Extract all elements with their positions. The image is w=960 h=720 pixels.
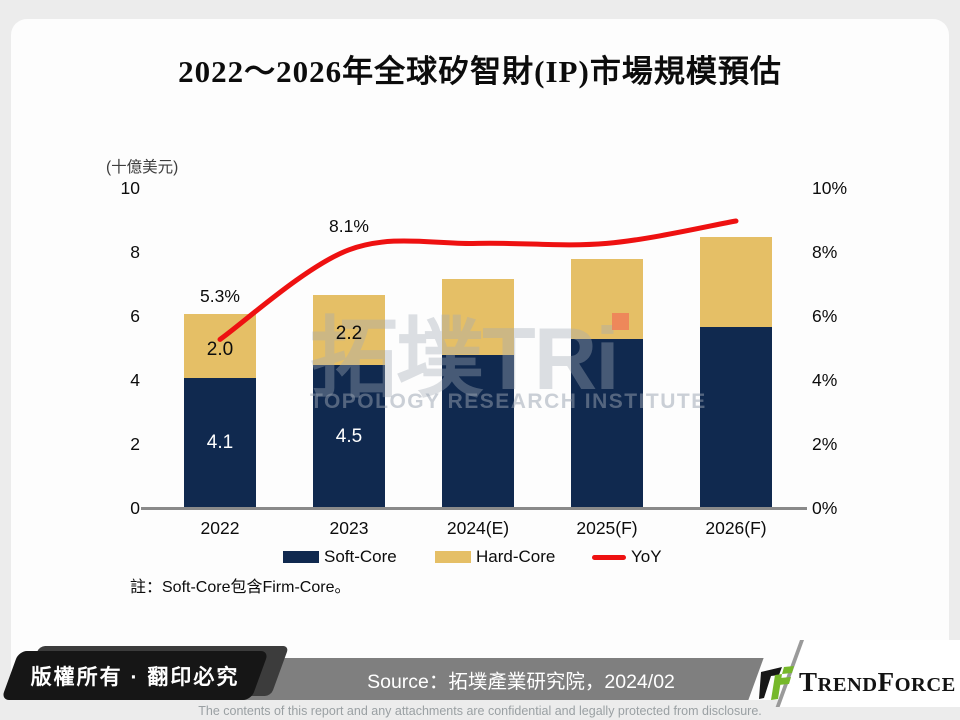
footnote: 註：Soft-Core包含Firm-Core。 [130, 579, 351, 596]
left-axis-tick-label: 6 [130, 306, 140, 326]
logo-letter: F [877, 666, 895, 697]
yoy-line-swatch [592, 554, 626, 560]
x-axis-category-label: 2024(E) [446, 518, 510, 538]
x-axis-line [141, 507, 807, 510]
left-axis-unit-label: (十億美元) [106, 159, 179, 176]
legend-item-soft-core: Soft-Core [283, 545, 397, 569]
bar-soft-core [313, 365, 385, 509]
right-axis-tick-label: 6% [812, 306, 838, 326]
x-axis-category-label: 2022 [200, 518, 240, 538]
hard-core-value-label: 2.0 [206, 338, 234, 360]
bar-soft-core [700, 326, 772, 509]
yoy-value-label: 5.3% [200, 286, 240, 307]
right-axis-tick-label: 4% [812, 370, 838, 390]
right-axis-tick-label: 10% [812, 178, 848, 198]
left-axis-tick-label: 2 [130, 434, 140, 454]
bar-soft-core [442, 355, 514, 509]
right-axis-tick-label: 0% [812, 498, 838, 518]
left-axis-tick-label: 8 [130, 242, 140, 262]
logo-letter: T [799, 666, 818, 697]
x-axis-category-label: 2026(F) [705, 518, 767, 538]
source-bar: Source：拓墣產業研究院，2024/02 [232, 658, 764, 700]
bar-soft-core [571, 339, 643, 509]
legend-label: Hard-Core [476, 547, 556, 566]
legend-item-yoy: YoY [592, 545, 662, 569]
right-axis-tick-label: 2% [812, 434, 838, 454]
copyright-text: 版權所有 · 翻印必究 [30, 665, 240, 689]
soft-core-value-label: 4.1 [206, 432, 234, 454]
copyright-ribbon: 版權所有 · 翻印必究 [1, 651, 269, 700]
watermark-subtitle: TOPOLOGY RESEARCH INSTITUTE [310, 390, 707, 413]
chart-title: 2022～2026年全球矽智財(IP)市場規模預估 [178, 54, 782, 89]
trendforce-logo: T REND F ORCE [758, 662, 958, 702]
source-text: Source：拓墣產業研究院，2024/02 [367, 670, 675, 693]
left-axis-tick-label: 4 [130, 370, 140, 390]
trendforce-wordmark: T REND F ORCE [799, 667, 956, 698]
trendforce-logo-icon [759, 666, 794, 700]
right-axis-tick-label: 8% [812, 242, 838, 262]
soft-core-value-label: 4.5 [335, 426, 363, 447]
bar-soft-core [184, 377, 256, 509]
yoy-value-label: 8.1% [329, 215, 369, 236]
legend-item-hard-core: Hard-Core [435, 545, 555, 569]
disclaimer-text: The contents of this report and any atta… [198, 704, 762, 718]
watermark-orange-dot [612, 313, 629, 330]
logo-letters: ORCE [894, 673, 956, 696]
logo-letters: REND [817, 673, 878, 696]
soft-core-swatch [283, 551, 319, 563]
x-axis-category-label: 2023 [329, 518, 369, 538]
legend-label: YoY [631, 547, 662, 566]
hard-core-value-label: 2.2 [335, 322, 363, 344]
left-axis-tick-label: 0 [130, 498, 140, 518]
legend-label: Soft-Core [324, 547, 397, 566]
left-axis-tick-label: 10 [120, 178, 140, 198]
x-axis-category-label: 2025(F) [576, 518, 638, 538]
hard-core-swatch [435, 551, 471, 563]
bar-hard-core [700, 237, 772, 327]
